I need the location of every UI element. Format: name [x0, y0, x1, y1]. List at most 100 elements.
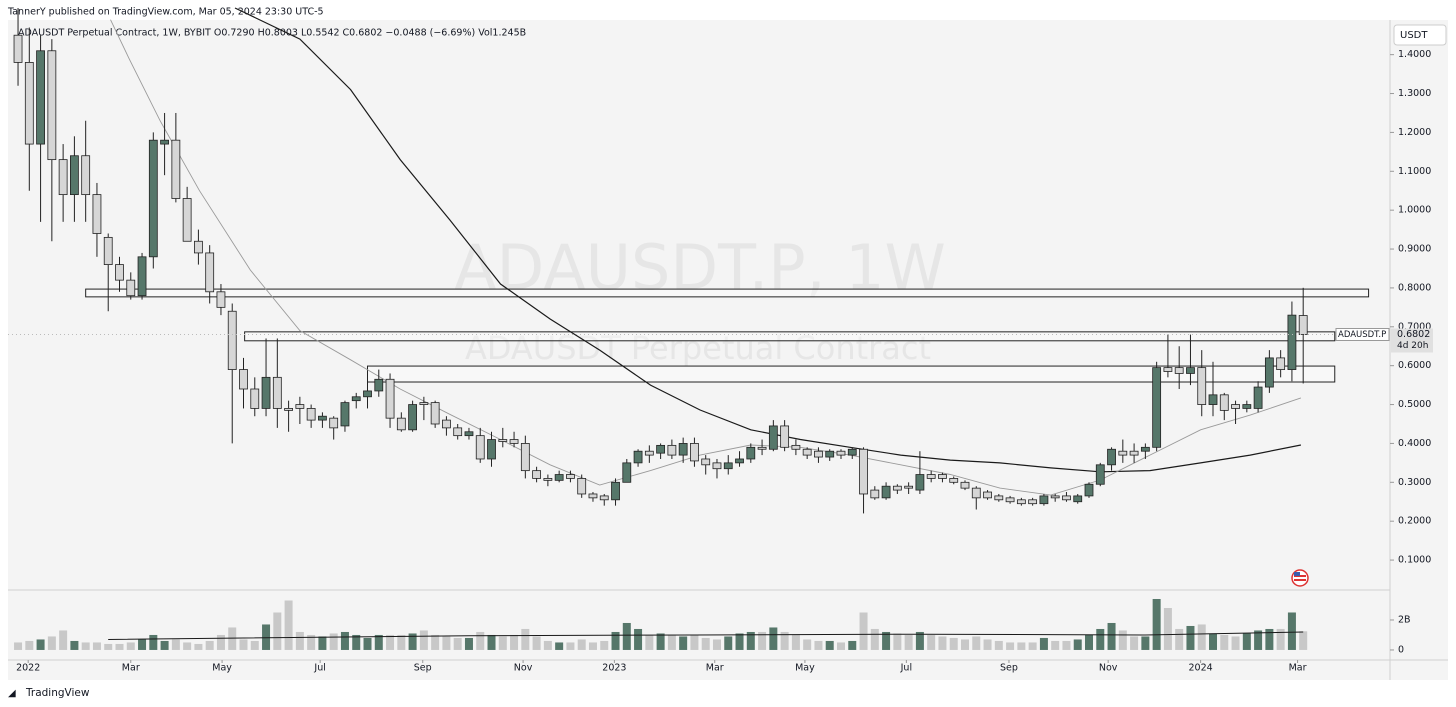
- candle-body: [1050, 495, 1060, 499]
- watermark: ADAUSDT.P, 1W: [454, 231, 946, 304]
- zone: [244, 331, 1336, 342]
- volume-bar: [521, 628, 530, 650]
- candle-body: [239, 369, 248, 390]
- volume-bar: [295, 631, 304, 650]
- candle-body: [70, 155, 79, 196]
- candle-body: [1231, 404, 1240, 409]
- volume-bar: [701, 637, 710, 650]
- volume-bar: [273, 612, 282, 650]
- candle-body: [870, 489, 880, 499]
- x-tick-label: 2024: [1189, 663, 1213, 674]
- candle-body: [960, 481, 970, 489]
- volume-bar: [1163, 607, 1172, 650]
- candle-body: [926, 474, 936, 479]
- candle-body: [588, 493, 598, 499]
- volume-bar: [1287, 612, 1296, 650]
- x-tick-label: May: [795, 663, 815, 674]
- candle-body: [205, 252, 215, 293]
- volume-bar: [70, 640, 79, 650]
- volume-bar: [588, 642, 597, 650]
- candle-body: [644, 450, 654, 456]
- candle-body: [340, 402, 350, 427]
- candle-body: [261, 376, 271, 409]
- candle-body: [611, 481, 620, 501]
- volume-bar: [825, 640, 834, 650]
- candle-body: [825, 450, 835, 458]
- volume-bar: [882, 631, 891, 650]
- volume-bar: [36, 639, 45, 650]
- candle-body: [36, 50, 45, 145]
- volume-bar: [724, 636, 733, 650]
- candle-body: [1118, 450, 1128, 456]
- volume-bar: [983, 639, 992, 650]
- volume-bar: [205, 640, 214, 650]
- volume-bar: [667, 634, 676, 650]
- volume-bar: [622, 622, 631, 650]
- currency[interactable]: USDT: [1400, 30, 1428, 41]
- x-tick-label: Mar: [706, 663, 724, 674]
- candle-body: [1152, 367, 1162, 448]
- candle-body: [103, 236, 113, 265]
- candle-body: [1242, 404, 1252, 409]
- candle-body: [160, 139, 169, 145]
- candle-body: [1016, 499, 1026, 505]
- candle-body: [599, 495, 609, 501]
- candle-body: [487, 439, 496, 460]
- candle-body: [115, 264, 124, 281]
- footer-logo: ◢: [8, 688, 16, 699]
- volume-bar: [859, 612, 868, 650]
- volume-bar: [183, 642, 192, 650]
- candle-body: [554, 474, 564, 481]
- candle-body: [13, 34, 23, 63]
- candle-body: [81, 155, 91, 196]
- candle-body: [1073, 495, 1083, 503]
- volume-bar: [408, 633, 417, 650]
- candle-body: [126, 279, 136, 297]
- candle-body: [735, 458, 744, 464]
- candle-body: [690, 443, 699, 462]
- symbol-label: ADAUSDT.P: [1338, 330, 1386, 340]
- currency-box[interactable]: [1393, 24, 1447, 46]
- candle-body: [1028, 499, 1038, 505]
- volume-bar: [1051, 640, 1060, 650]
- volume-bar: [1039, 637, 1048, 650]
- volume-bar: [126, 642, 135, 650]
- candle-body: [1197, 367, 1207, 405]
- volume-bar: [262, 624, 271, 650]
- y-tick-label: 0.5000: [1398, 399, 1431, 410]
- y-tick-label: 1.0000: [1398, 205, 1431, 216]
- volume-bar: [453, 637, 462, 650]
- candle-body: [701, 458, 711, 466]
- candle-body: [430, 402, 440, 425]
- y-tick-label: 0.4000: [1398, 438, 1431, 449]
- candle-body: [453, 427, 463, 437]
- x-tick-label: Mar: [1289, 663, 1307, 674]
- volume-bar: [464, 637, 473, 650]
- volume-bar: [1231, 636, 1240, 650]
- y-tick-label: 0.3000: [1398, 477, 1431, 488]
- volume-bar: [104, 643, 113, 650]
- volume-bar: [216, 634, 225, 650]
- volume-bar: [1209, 633, 1218, 650]
- y-tick-label: 1.1000: [1398, 166, 1431, 177]
- volume-bar: [194, 643, 203, 650]
- volume-bar: [171, 639, 180, 650]
- volume-bar: [712, 639, 721, 650]
- volume-bar: [25, 640, 34, 650]
- volume-bar: [1299, 631, 1308, 650]
- x-tick-label: 2022: [16, 663, 40, 674]
- candle-body: [408, 404, 418, 431]
- volume-bar: [340, 631, 349, 650]
- volume-bar: [1062, 640, 1071, 650]
- candle-body: [419, 402, 429, 405]
- x-tick-label: Jul: [313, 663, 325, 674]
- volume-bar: [746, 631, 755, 650]
- candle-body: [58, 159, 68, 196]
- y-tick-label: 0.2000: [1398, 516, 1431, 527]
- candle-body: [791, 444, 801, 450]
- symbol-label-box: [1335, 327, 1390, 341]
- candle-body: [566, 474, 575, 479]
- candle-body: [949, 478, 959, 483]
- volume-bar: [791, 634, 800, 650]
